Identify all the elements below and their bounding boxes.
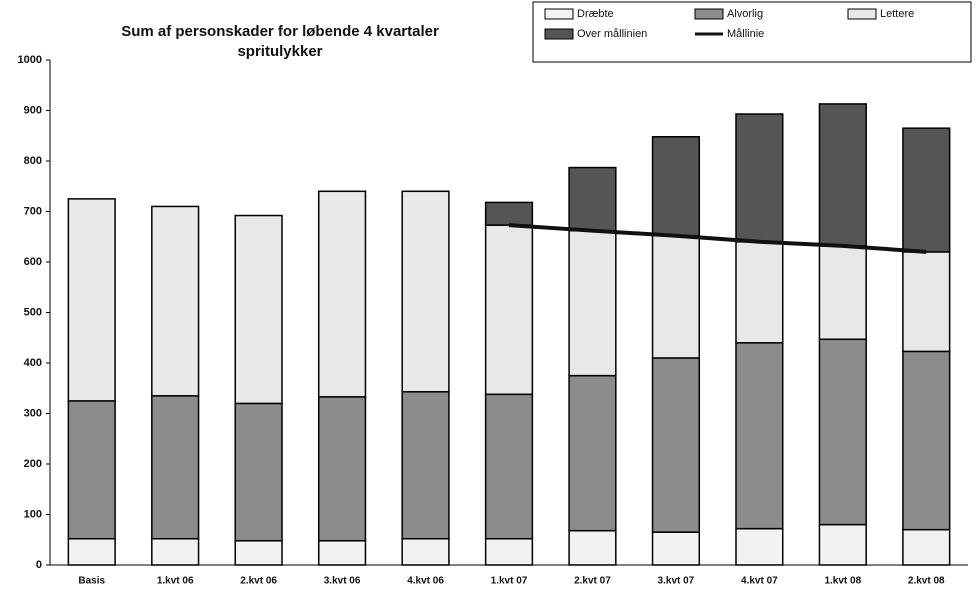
y-tick-label: 300	[24, 407, 42, 419]
bar-segment	[67, 198, 116, 402]
bar-segment	[401, 190, 450, 393]
bar-segment	[401, 537, 450, 566]
y-tick-label: 500	[24, 306, 42, 318]
y-tick-label: 800	[24, 155, 42, 167]
legend-label: Mållinie	[727, 28, 764, 40]
chart-title: spritulykker	[237, 43, 322, 60]
legend-label: Lettere	[880, 8, 914, 20]
bar-segment	[568, 166, 617, 232]
bar-segment	[651, 357, 701, 533]
x-tick-label: Basis	[78, 576, 105, 587]
x-tick-label: 2.kvt 07	[574, 576, 611, 587]
bar-segment	[317, 190, 367, 398]
bar-segment	[568, 229, 617, 377]
bar-segment	[818, 245, 867, 341]
bar-segment	[484, 537, 534, 566]
legend-swatch	[847, 8, 877, 20]
bar-segment	[735, 527, 784, 566]
bar-segment	[67, 400, 116, 540]
x-tick-label: 4.kvt 07	[741, 576, 778, 587]
bar-segment	[234, 540, 283, 566]
x-tick-label: 1.kvt 07	[491, 576, 528, 587]
legend-swatch	[694, 8, 724, 20]
bar-segment	[484, 393, 534, 540]
bar-segment	[818, 103, 867, 247]
y-tick-label: 700	[24, 205, 42, 217]
legend-box	[532, 1, 972, 63]
x-tick-label: 3.kvt 07	[658, 576, 695, 587]
bar-segment	[651, 234, 701, 359]
bar-segment	[484, 201, 534, 226]
bar-segment	[735, 241, 784, 344]
bar-segment	[735, 113, 784, 243]
bar-segment	[317, 396, 367, 542]
bar-segment	[234, 214, 283, 405]
bar-segment	[902, 251, 951, 353]
bar-segment	[818, 523, 867, 566]
y-tick-label: 100	[24, 508, 42, 520]
bar-segment	[151, 537, 200, 566]
x-tick-label: 4.kvt 06	[407, 576, 444, 587]
bar-segment	[902, 127, 951, 253]
bar-segment	[484, 224, 534, 396]
x-tick-label: 2.kvt 06	[240, 576, 277, 587]
y-tick-label: 1000	[18, 54, 42, 66]
bar-segment	[568, 374, 617, 532]
bar-segment	[401, 391, 450, 540]
x-tick-label: 3.kvt 06	[324, 576, 361, 587]
bar-segment	[735, 342, 784, 530]
legend-label: Dræbte	[577, 8, 614, 20]
chart-title: Sum af personskader for løbende 4 kvarta…	[121, 23, 439, 40]
y-tick-label: 900	[24, 104, 42, 116]
y-tick-label: 200	[24, 458, 42, 470]
bar-segment	[234, 402, 283, 542]
x-tick-label: 1.kvt 06	[157, 576, 194, 587]
bar-segment	[67, 537, 116, 566]
legend-label: Alvorlig	[727, 8, 763, 20]
y-tick-label: 0	[36, 559, 42, 571]
bar-segment	[151, 395, 200, 540]
bar-segment	[317, 540, 367, 566]
bar-segment	[902, 350, 951, 531]
target-line	[508, 223, 927, 254]
bar-segment	[651, 136, 701, 237]
legend-label: Over mållinien	[577, 28, 647, 40]
bar-segment	[818, 338, 867, 526]
legend-swatch	[544, 8, 574, 20]
bar-segment	[651, 531, 701, 566]
bar-segment	[902, 528, 951, 566]
legend-swatch	[544, 28, 574, 40]
bar-segment	[568, 529, 617, 566]
x-tick-label: 1.kvt 08	[824, 576, 861, 587]
x-tick-label: 2.kvt 08	[908, 576, 945, 587]
y-tick-label: 600	[24, 256, 42, 268]
y-tick-label: 400	[24, 357, 42, 369]
bar-segment	[151, 205, 200, 397]
